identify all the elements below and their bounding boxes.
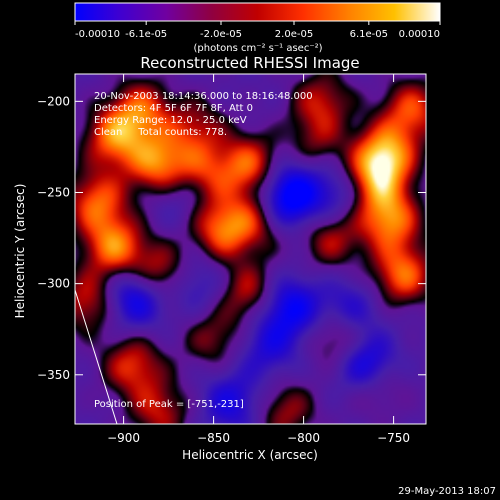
plot-frame <box>74 73 427 425</box>
peak-position-label: Position of Peak = [-751,-231] <box>94 399 244 410</box>
annotation-clean: Clean Total counts: 778. <box>94 127 227 138</box>
annotation-detectors: Detectors: 4F 5F 6F 7F 8F, Att 0 <box>94 103 253 114</box>
y-axis-label: Heliocentric Y (arcsec) <box>13 184 27 319</box>
y-tick-label: −200 <box>37 94 70 108</box>
colorbar-tick-label: -6.1e-05 <box>125 29 167 40</box>
x-tick-label: −800 <box>287 431 320 445</box>
limb-line <box>75 289 118 424</box>
y-tick-label: −250 <box>37 185 70 199</box>
x-tick-label: −750 <box>377 431 410 445</box>
colorbar-tick-label: 2.0e-05 <box>275 29 313 40</box>
annotation-time: 20-Nov-2003 18:14:36.000 to 18:16:48.000 <box>94 91 313 102</box>
colorbar-tick-label: -2.0e-05 <box>200 29 242 40</box>
y-tick-label: −300 <box>37 277 70 291</box>
colorbar-tick-label: 6.1e-05 <box>350 29 388 40</box>
annotation-block: 20-Nov-2003 18:14:36.000 to 18:16:48.000… <box>94 91 313 138</box>
y-axis-ticks: −200 −250 −300 −350 <box>37 94 426 382</box>
colorbar-ticks: -0.00010 -6.1e-05 -2.0e-05 2.0e-05 6.1e-05 0.… <box>74 21 441 40</box>
colorbar-tick-label: -0.00010 <box>75 29 120 40</box>
colorbar <box>74 2 441 22</box>
x-axis-label: Heliocentric X (arcsec) <box>182 448 318 462</box>
heatmap-image <box>75 74 426 424</box>
chart-title: Reconstructed RHESSI Image <box>140 54 359 72</box>
heatmap-area <box>75 74 426 424</box>
x-axis-ticks: −900 −850 −800 −750 <box>107 74 410 445</box>
x-tick-label: −900 <box>107 431 140 445</box>
x-tick-label: −850 <box>197 431 230 445</box>
colorbar-tick-label: 0.00010 <box>399 29 440 40</box>
colorbar-units-label: (photons cm⁻² s⁻¹ asec⁻²) <box>193 43 322 54</box>
y-tick-label: −350 <box>37 368 70 382</box>
timestamp: 29-May-2013 18:07 <box>398 486 496 497</box>
annotation-energy: Energy Range: 12.0 - 25.0 keV <box>94 115 247 126</box>
